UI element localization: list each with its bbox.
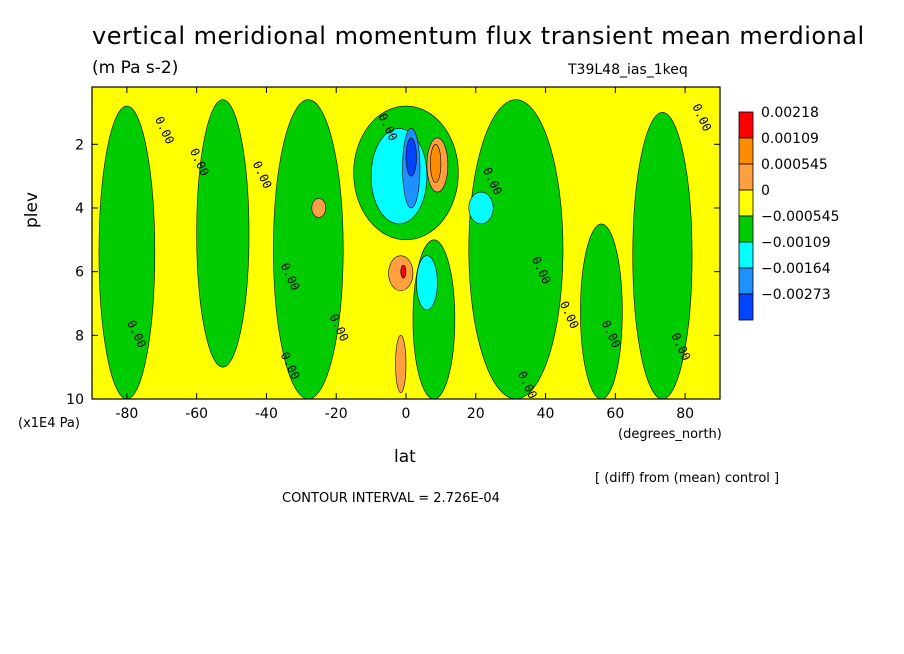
legend-label: −0.00164 — [761, 261, 831, 277]
legend-label: −0.00109 — [761, 235, 831, 251]
x-tick-label: -40 — [255, 406, 278, 422]
legend-label: −0.000545 — [761, 209, 840, 225]
x-tick-label: 80 — [676, 406, 694, 422]
diff-note: [ (diff) from (mean) control ] — [595, 471, 780, 486]
x-tick-label: 0 — [402, 406, 411, 422]
legend-label: 0.00218 — [761, 105, 819, 121]
y-axis-unit: (x1E4 Pa) — [18, 416, 80, 431]
contour-region-negative_weak-1 — [196, 99, 250, 368]
x-axis-label: lat — [394, 447, 416, 467]
x-axis-unit: (degrees_north) — [618, 427, 722, 442]
color-legend: 0.00218 0.00109 0.000545 0 −0.000545 −0.00109… — [738, 105, 840, 321]
contour-region-positive_max-18 — [400, 264, 407, 279]
legend-label: 0.00109 — [761, 131, 819, 147]
contour-region-positive_mid-17 — [430, 144, 442, 183]
chart-title: vertical meridional momentum flux transi… — [92, 22, 865, 50]
contour-region-positive_weak-16 — [395, 335, 407, 393]
y-axis: 2 4 6 8 10 — [66, 137, 720, 408]
contour-region-negative_mid-10 — [416, 255, 438, 311]
x-tick-label: -80 — [115, 406, 138, 422]
contour-region-negative_max-12 — [405, 137, 417, 177]
contour-interval-note: CONTOUR INTERVAL = 2.726E-04 — [282, 491, 500, 506]
x-tick-label: 40 — [537, 406, 555, 422]
legend-swatch — [738, 241, 754, 269]
x-tick-label: -20 — [325, 406, 348, 422]
run-label: T39L48_ias_1keq — [568, 62, 688, 78]
y-tick-label: 10 — [66, 392, 84, 408]
y-tick-label: 8 — [75, 328, 84, 344]
legend-swatch — [738, 215, 754, 243]
plot-area: 0.000.000.000.000.000.000.000.000.000.00… — [92, 87, 720, 399]
y-tick-label: 2 — [75, 137, 84, 153]
legend-swatch — [738, 137, 754, 165]
y-tick-label: 6 — [75, 265, 84, 281]
chart-subtitle: (m Pa s-2) — [92, 58, 179, 78]
legend-label: 0 — [761, 183, 770, 199]
legend-swatch — [738, 189, 754, 217]
contour-region-negative_weak-7 — [632, 112, 693, 399]
legend-swatch — [738, 111, 754, 139]
contour-region-positive_weak-14 — [311, 198, 327, 218]
contour-region-negative_weak-0 — [98, 105, 156, 399]
legend-swatch — [738, 267, 754, 295]
contour-region-negative_weak-2 — [273, 99, 344, 399]
x-tick-label: -60 — [185, 406, 208, 422]
legend-swatch — [738, 293, 754, 321]
legend-label: −0.00273 — [761, 287, 831, 303]
legend-label: 0.000545 — [761, 157, 828, 173]
x-tick-label: 20 — [467, 406, 485, 422]
y-tick-label: 4 — [75, 201, 84, 217]
contour-region-negative_weak-6 — [580, 223, 623, 399]
contour-region-negative_mid-9 — [468, 191, 494, 225]
x-axis: -80 -60 -40 -20 0 20 40 60 80 — [115, 87, 694, 422]
contour-region-negative_weak-5 — [468, 99, 564, 399]
legend-swatch — [738, 163, 754, 191]
x-tick-label: 60 — [606, 406, 624, 422]
